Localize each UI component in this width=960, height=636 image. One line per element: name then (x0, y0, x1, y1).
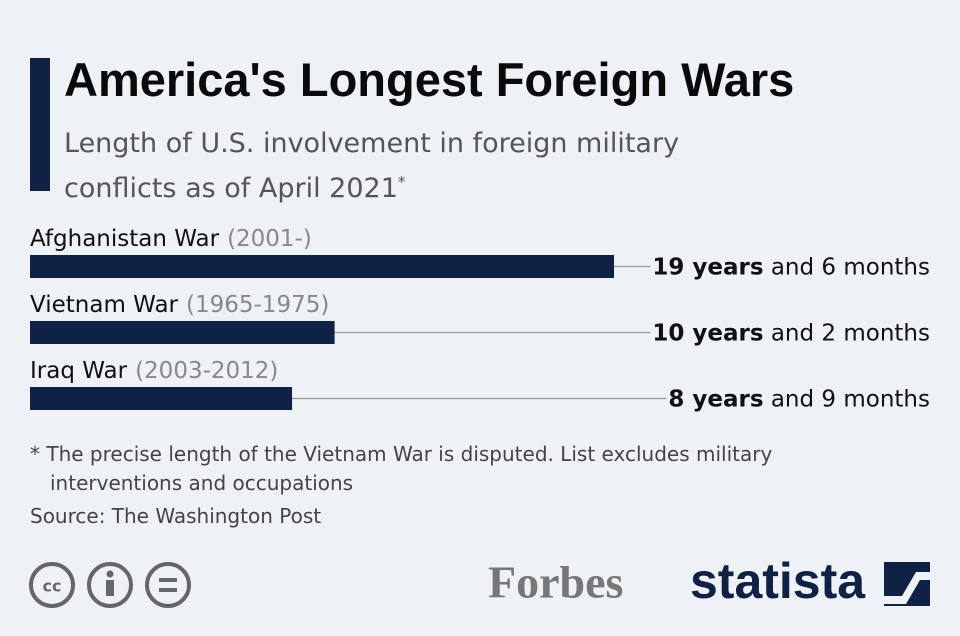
category-label: Afghanistan War (2001-) (30, 226, 312, 252)
category-name: Vietnam War (30, 292, 179, 318)
category-period: (2003-2012) (135, 358, 278, 384)
category-period: (2001-) (227, 226, 312, 252)
category-name: Iraq War (30, 358, 128, 384)
value-label: 8 years and 9 months (668, 386, 930, 412)
value-label: 19 years and 6 months (652, 254, 930, 280)
subtitle-text: Length of U.S. involvement in foreign mi… (64, 128, 680, 204)
bar (30, 321, 335, 344)
chart-title: America's Longest Foreign Wars (64, 53, 795, 106)
svg-text:cc: cc (43, 577, 62, 596)
bar (30, 387, 293, 410)
cc-icons: cc (29, 562, 191, 608)
category-period: (1965-1975) (186, 292, 329, 318)
statista-mark (884, 562, 930, 606)
chart-subtitle: Length of U.S. involvement in foreign mi… (64, 124, 764, 208)
footnote: * The precise length of the Vietnam War … (30, 442, 773, 495)
bar (30, 255, 614, 278)
category-name: Afghanistan War (30, 226, 220, 252)
statista-logo: statista (690, 553, 866, 609)
source: Source: The Washington Post (30, 504, 322, 528)
value-label: 10 years and 2 months (652, 320, 930, 346)
title-accent (30, 58, 50, 191)
forbes-logo: Forbes (488, 557, 623, 608)
category-label: Vietnam War (1965-1975) (30, 292, 329, 318)
subtitle-mark: * (397, 173, 406, 191)
category-label: Iraq War (2003-2012) (30, 358, 278, 384)
